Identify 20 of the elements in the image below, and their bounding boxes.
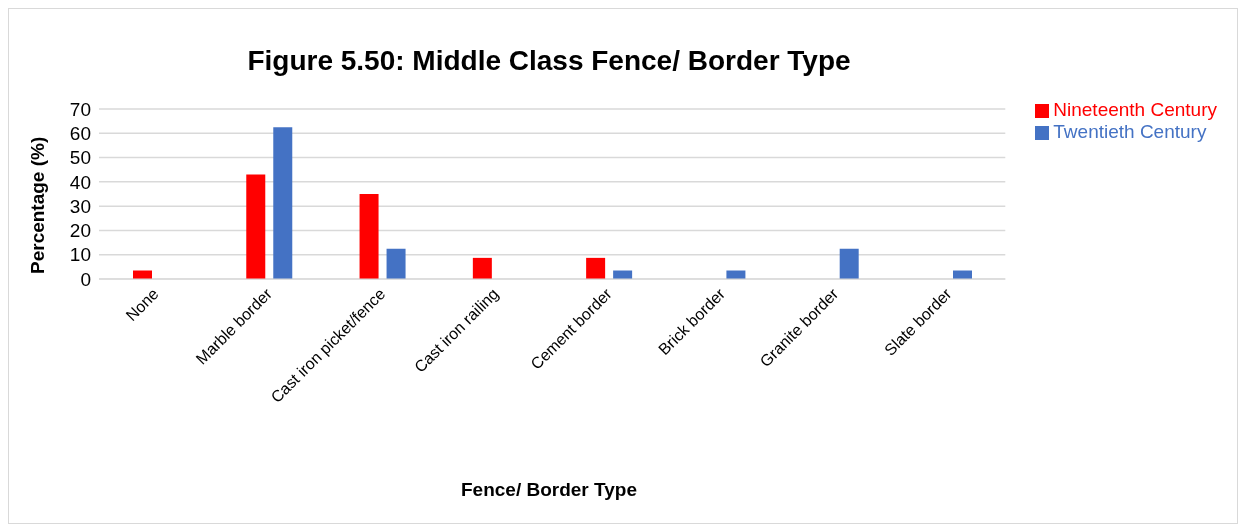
bar [359, 194, 379, 279]
x-axis-title: Fence/ Border Type [460, 479, 638, 501]
bar [246, 174, 266, 279]
y-axis-title: Percentage (%) [26, 136, 48, 274]
y-tick-label: 30 [69, 195, 91, 217]
bar [273, 127, 293, 279]
bar [472, 257, 492, 279]
bar [586, 257, 606, 279]
y-tick-label: 40 [69, 171, 91, 193]
y-tick-label: 10 [69, 244, 91, 266]
bar [839, 248, 859, 279]
y-tick-label: 70 [69, 98, 91, 120]
legend-label: Twentieth Century [1053, 121, 1207, 142]
y-tick-label: 50 [69, 147, 91, 169]
bar [386, 248, 406, 279]
y-tick-label: 0 [80, 268, 91, 290]
legend-label: Nineteenth Century [1053, 99, 1217, 120]
y-tick-label: 60 [69, 123, 91, 145]
y-tick-label: 20 [69, 220, 91, 242]
chart-title: Figure 5.50: Middle Class Fence/ Border Type [246, 45, 852, 77]
